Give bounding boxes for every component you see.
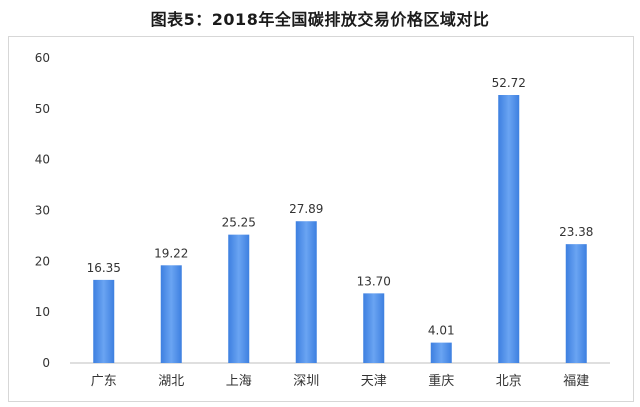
bar-1 <box>93 279 115 363</box>
bar-2 <box>160 265 182 363</box>
x-tick-label: 上海 <box>226 374 252 389</box>
y-tick-label: 30 <box>35 204 50 218</box>
y-tick-label: 60 <box>35 51 50 65</box>
chart-frame <box>8 36 634 402</box>
y-tick-label: 50 <box>35 102 50 116</box>
bar-value-label: 19.22 <box>154 246 188 260</box>
bar-8 <box>565 244 587 363</box>
x-tick-label: 天津 <box>361 374 387 389</box>
x-tick-label: 湖北 <box>158 374 184 389</box>
bar-value-label: 13.70 <box>357 274 391 288</box>
bar-4 <box>295 221 317 363</box>
bar-3 <box>228 234 250 363</box>
bar-value-label: 25.25 <box>222 216 256 230</box>
bar-value-label: 27.89 <box>289 202 323 216</box>
y-axis: 0 10 20 30 40 50 60 <box>35 51 50 370</box>
bars: 16.35 19.22 25.25 27.89 13.70 4.01 52.72 23.38 <box>87 76 593 364</box>
x-tick-label: 重庆 <box>428 373 454 389</box>
x-tick-label: 北京 <box>496 374 522 389</box>
y-tick-label: 0 <box>42 356 50 370</box>
bar-value-label: 16.35 <box>87 261 121 275</box>
x-axis: 广东 湖北 上海 深圳 天津 重庆 北京 福建 <box>70 362 610 389</box>
bar-value-label: 23.38 <box>559 225 593 239</box>
bar-7 <box>498 95 520 364</box>
x-tick-label: 福建 <box>563 374 589 389</box>
y-tick-label: 20 <box>35 254 50 268</box>
chart-title: 图表5：2018年全国碳排放交易价格区域对比 <box>150 10 490 29</box>
bar-6 <box>430 342 452 363</box>
bar-5 <box>363 293 385 363</box>
y-tick-label: 40 <box>35 153 50 167</box>
bar-value-label: 4.01 <box>428 324 455 338</box>
y-tick-label: 10 <box>35 305 50 319</box>
x-tick-label: 广东 <box>91 374 117 389</box>
x-tick-label: 深圳 <box>293 374 319 389</box>
bar-value-label: 52.72 <box>492 76 526 90</box>
